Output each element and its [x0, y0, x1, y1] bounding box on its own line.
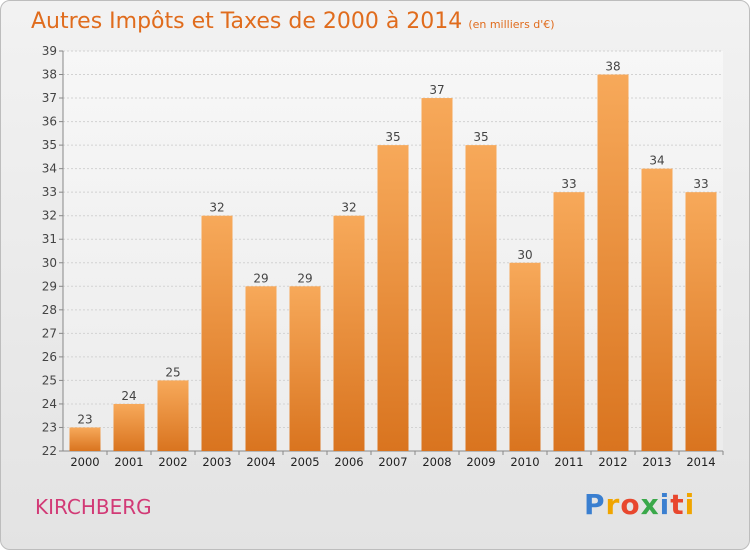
bar — [201, 215, 233, 451]
bar — [69, 427, 101, 451]
chart-title-text: Autres Impôts et Taxes de 2000 à 2014 — [31, 9, 463, 34]
x-tick-label: 2004 — [246, 455, 275, 469]
bar — [333, 215, 365, 451]
y-tick-label: 26 — [42, 350, 57, 364]
bar — [465, 145, 497, 451]
bar-value-label: 32 — [341, 201, 356, 215]
y-tick-label: 34 — [42, 162, 57, 176]
bar-value-label: 37 — [429, 83, 444, 97]
x-tick-label: 2006 — [334, 455, 363, 469]
bar — [377, 145, 409, 451]
bar — [157, 380, 189, 451]
bar — [421, 98, 453, 451]
x-tick-label: 2001 — [114, 455, 143, 469]
y-tick-label: 36 — [42, 115, 57, 129]
bar-value-label: 24 — [121, 389, 136, 403]
bar — [597, 74, 629, 451]
y-tick-label: 24 — [42, 397, 57, 411]
y-tick-label: 35 — [42, 138, 57, 152]
bar-value-label: 32 — [209, 201, 224, 215]
x-tick-label: 2011 — [554, 455, 583, 469]
x-tick-label: 2012 — [598, 455, 627, 469]
y-tick-label: 33 — [42, 185, 57, 199]
y-tick-label: 28 — [42, 303, 57, 317]
bar — [113, 403, 145, 451]
x-tick-label: 2009 — [466, 455, 495, 469]
y-tick-label: 31 — [42, 232, 57, 246]
x-tick-label: 2007 — [378, 455, 407, 469]
place-name: KIRCHBERG — [35, 495, 152, 519]
x-tick-label: 2010 — [510, 455, 539, 469]
y-tick-label: 25 — [42, 373, 57, 387]
bar-value-label: 29 — [297, 271, 312, 285]
chart-unit-subtitle: (en milliers d'€) — [468, 18, 555, 31]
y-tick-label: 37 — [42, 91, 57, 105]
x-tick-label: 2008 — [422, 455, 451, 469]
logo-letter: i — [659, 488, 671, 521]
y-tick-label: 22 — [42, 444, 57, 458]
y-tick-label: 30 — [42, 256, 57, 270]
y-tick-label: 23 — [42, 420, 57, 434]
logo-letter: P — [584, 488, 606, 521]
bar-value-label: 23 — [77, 412, 92, 426]
bar — [553, 192, 585, 452]
x-tick-label: 2002 — [158, 455, 187, 469]
y-tick-label: 32 — [42, 209, 57, 223]
y-tick-label: 39 — [42, 44, 57, 58]
bar — [509, 262, 541, 451]
x-tick-label: 2000 — [70, 455, 99, 469]
x-tick-label: 2014 — [686, 455, 715, 469]
y-tick-label: 38 — [42, 68, 57, 82]
bar-value-label: 33 — [561, 177, 576, 191]
x-tick-label: 2013 — [642, 455, 671, 469]
logo-letter: t — [670, 488, 685, 521]
bar — [685, 192, 717, 452]
bar-value-label: 35 — [473, 130, 488, 144]
chart-title: Autres Impôts et Taxes de 2000 à 2014 (en… — [31, 9, 555, 34]
logo-letter: o — [620, 488, 641, 521]
x-tick-label: 2003 — [202, 455, 231, 469]
proxiti-logo: Proxiti — [584, 488, 695, 521]
logo-letter: r — [605, 488, 621, 521]
bar — [641, 168, 673, 451]
bar-value-label: 29 — [253, 271, 268, 285]
bar-value-label: 34 — [649, 154, 664, 168]
bar-value-label: 25 — [165, 365, 180, 379]
bar-value-label: 30 — [517, 248, 532, 262]
x-tick-label: 2005 — [290, 455, 319, 469]
bar-value-label: 33 — [693, 177, 708, 191]
bar — [289, 286, 321, 451]
bar-value-label: 35 — [385, 130, 400, 144]
bar — [245, 286, 277, 451]
bar-value-label: 38 — [605, 60, 620, 74]
logo-letter: i — [684, 488, 696, 521]
y-tick-label: 29 — [42, 279, 57, 293]
y-tick-label: 27 — [42, 326, 57, 340]
logo-letter: x — [640, 488, 660, 521]
